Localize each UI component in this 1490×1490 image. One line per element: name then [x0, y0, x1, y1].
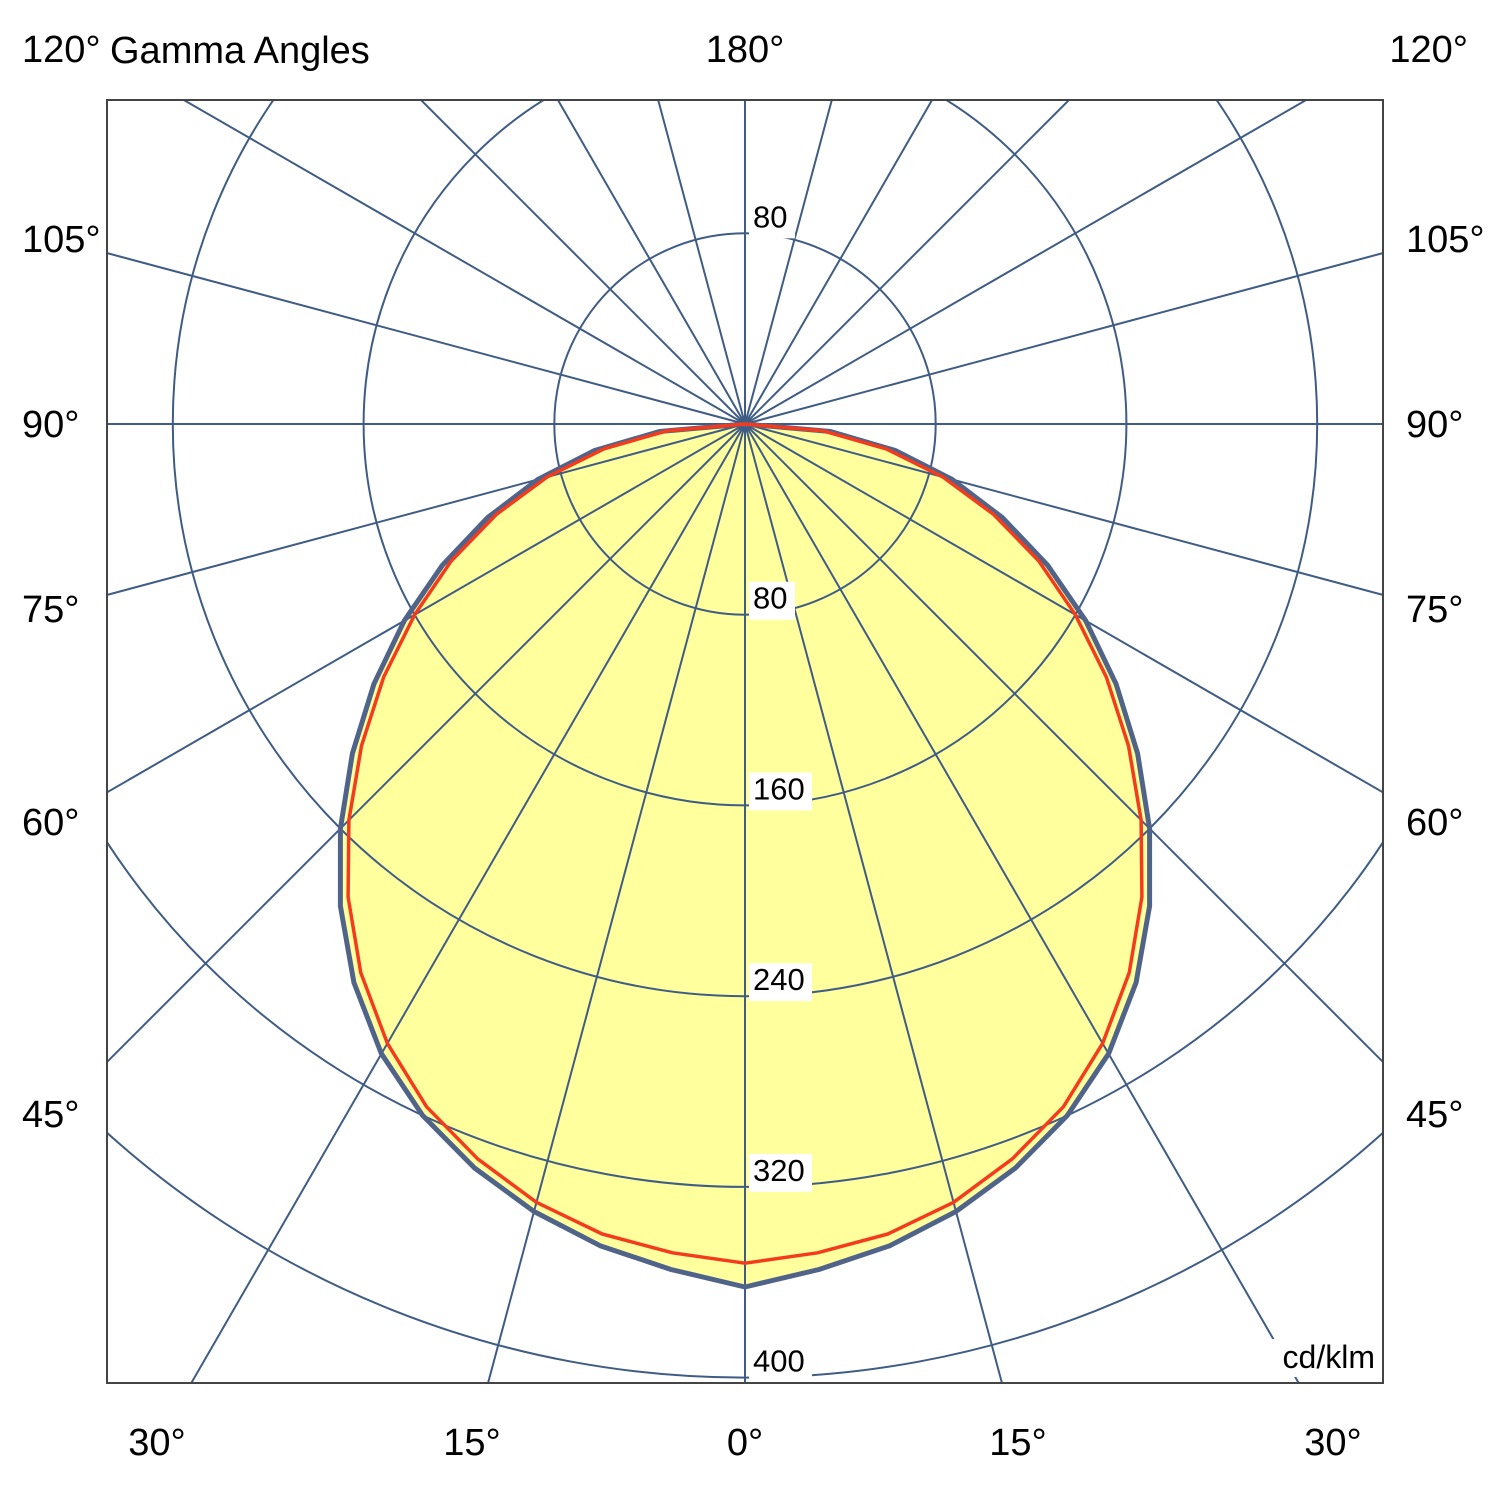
grid-spoke: [744, 100, 1309, 425]
radial-tick-label: 80: [753, 581, 787, 616]
angle-label-top-left-corner: 120°: [22, 29, 101, 71]
angle-label-bottom: 0°: [727, 1422, 763, 1464]
angle-label-right: 90°: [1406, 404, 1463, 446]
tick-label-bg: [749, 963, 812, 1002]
grid-spoke: [744, 252, 1383, 425]
angle-label-right: 60°: [1406, 802, 1463, 844]
unit-label-bg: [1265, 1339, 1377, 1377]
grid-spoke: [744, 423, 1383, 794]
tick-label-bg: [749, 1344, 812, 1383]
grid-spoke: [744, 423, 1383, 596]
grid-spoke: [744, 423, 1003, 1383]
radial-tick-label: 400: [753, 1344, 805, 1379]
radial-tick-label: 80: [753, 199, 787, 234]
grid-spoke: [744, 100, 1071, 425]
angle-label-bottom: 15°: [989, 1422, 1046, 1464]
grid-spoke: [744, 423, 1383, 1064]
angle-label-left: 105°: [22, 219, 101, 261]
angle-label-left: 75°: [22, 589, 79, 631]
angle-label-right: 105°: [1406, 219, 1485, 261]
grid-spoke: [419, 100, 746, 425]
radial-tick-label: 160: [753, 771, 805, 806]
c-plane-curve-secondary: [346, 422, 1144, 1265]
c-plane-curve-main: [337, 421, 1153, 1290]
grid-spoke: [107, 423, 746, 596]
tick-label-bg: [749, 772, 812, 811]
grid-spoke: [107, 423, 746, 1064]
angle-label-right: 75°: [1406, 589, 1463, 631]
grid-spoke: [107, 423, 746, 794]
grid-spoke: [487, 423, 746, 1383]
grid-spoke: [744, 100, 934, 425]
unit-label: cd/klm: [1283, 1339, 1375, 1375]
tick-label-bg: [749, 581, 795, 620]
grid-spoke: [744, 100, 833, 425]
radial-tick-label: 240: [753, 962, 805, 997]
radial-tick-label: 320: [753, 1153, 805, 1188]
grid-spoke: [744, 423, 1300, 1383]
tick-label-bg: [749, 200, 795, 239]
plot-border: [106, 99, 1384, 1384]
grid-spoke: [657, 100, 746, 425]
angle-label-bottom: 30°: [128, 1422, 185, 1464]
angle-label-bottom: 15°: [443, 1422, 500, 1464]
grid-spoke: [107, 252, 746, 425]
angle-label-right: 45°: [1406, 1094, 1463, 1136]
tick-label-bg: [749, 1153, 812, 1192]
angle-label-left: 90°: [22, 404, 79, 446]
grid-spoke: [181, 100, 746, 425]
grid-spoke: [556, 100, 746, 425]
angle-label-bottom: 30°: [1304, 1422, 1361, 1464]
chart-title: Gamma Angles: [110, 30, 370, 72]
angle-label-top-right-corner: 120°: [1389, 29, 1468, 71]
angle-label-left: 45°: [22, 1094, 79, 1136]
grid-spoke: [190, 423, 746, 1383]
angle-label-top: 180°: [706, 29, 785, 71]
angle-label-left: 60°: [22, 802, 79, 844]
